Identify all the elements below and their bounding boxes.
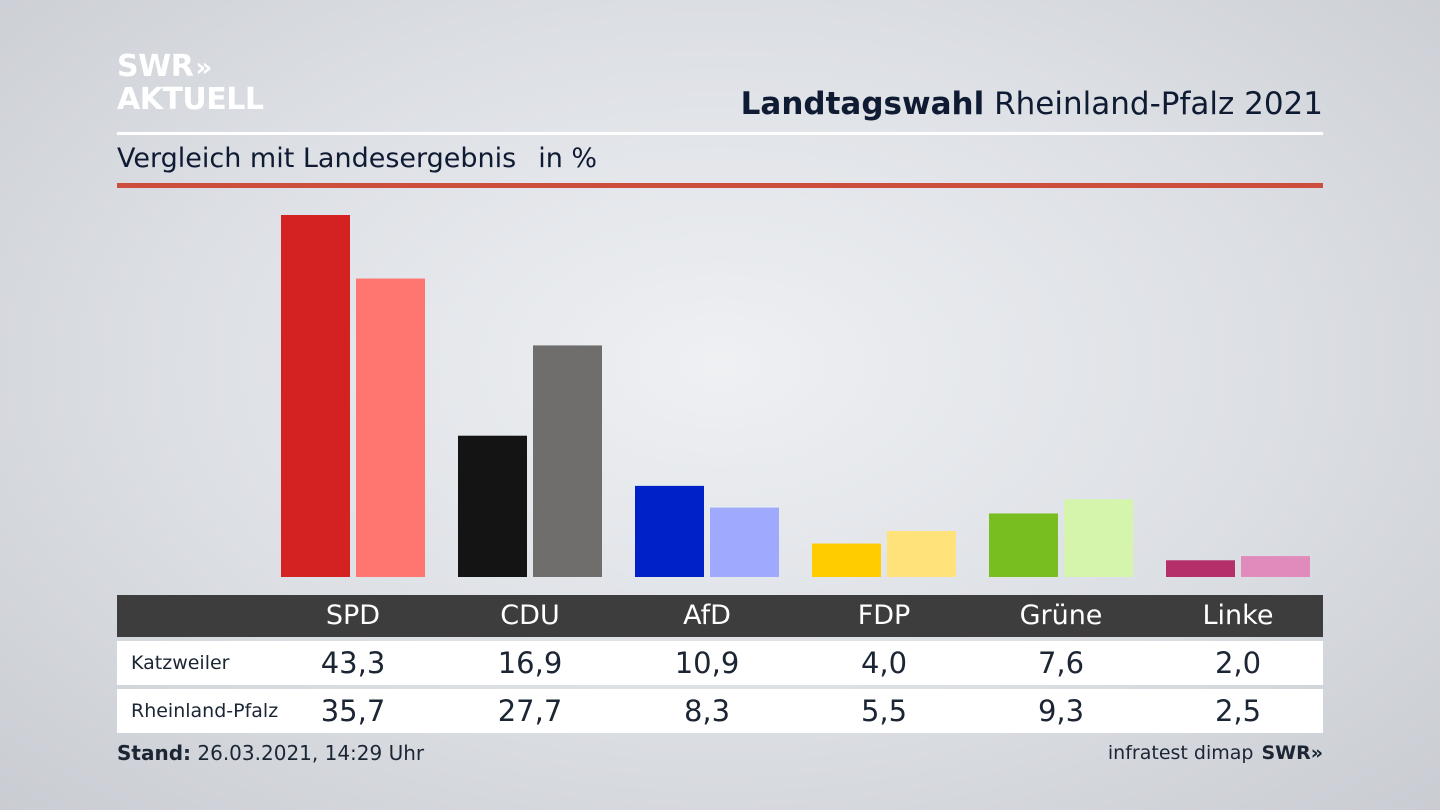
value-grüne: 9,3 [1037, 694, 1085, 728]
swr-aktuell-logo: SWR» AKTUELL [117, 52, 264, 115]
bar-cdu-katzweiler [458, 435, 527, 577]
results-table: SPD CDU AfD FDP Grüne Linke Katzweiler 43,3 16… [117, 595, 1323, 733]
table-header-row: SPD CDU AfD FDP Grüne Linke [117, 595, 1323, 637]
column-header-afd: AfD [683, 600, 731, 631]
bar-spd-rheinland-pfalz [356, 278, 425, 577]
value-afd: 8,3 [683, 694, 731, 728]
bar-spd-katzweiler [281, 215, 350, 577]
title-divider [117, 132, 1323, 135]
column-header-cdu: CDU [500, 600, 560, 631]
title-bold: Landtagswahl [740, 86, 985, 122]
stand-value: 26.03.2021, 14:29 Uhr [197, 741, 425, 765]
column-header-linke: Linke [1202, 600, 1274, 631]
value-grüne: 7,6 [1037, 646, 1085, 680]
table-row-rheinland-pfalz: Rheinland-Pfalz 35,7 27,7 8,3 5,5 9,3 2,5 [117, 689, 1323, 733]
value-fdp: 4,0 [860, 646, 908, 680]
bar-fdp-rheinland-pfalz [887, 531, 956, 577]
timestamp: Stand: 26.03.2021, 14:29 Uhr [117, 741, 424, 765]
bar-linke-rheinland-pfalz [1241, 556, 1310, 577]
chart-subtitle: Vergleich mit Landesergebnis in % [117, 143, 597, 174]
stand-label: Stand: [117, 741, 192, 765]
row-label: Katzweiler [131, 652, 230, 674]
logo-arrows: » [195, 53, 212, 83]
value-afd: 10,9 [674, 646, 740, 680]
column-header-fdp: FDP [857, 600, 911, 631]
value-spd: 35,7 [320, 694, 386, 728]
subtitle-unit: in % [538, 143, 598, 174]
value-spd: 43,3 [320, 646, 386, 680]
value-cdu: 27,7 [497, 694, 563, 728]
title-rest: Rheinland-Pfalz 2021 [994, 86, 1323, 122]
value-linke: 2,5 [1214, 694, 1262, 728]
bar-fdp-katzweiler [812, 543, 881, 577]
bar-grüne-katzweiler [989, 513, 1058, 577]
source-credit: infratest dimap SWR» [1108, 742, 1323, 764]
source-text: infratest dimap [1107, 742, 1254, 764]
value-fdp: 5,5 [860, 694, 908, 728]
page-title: Landtagswahl Rheinland-Pfalz 2021 [741, 86, 1323, 122]
bar-grüne-rheinland-pfalz [1064, 499, 1133, 577]
table-row-katzweiler: Katzweiler 43,3 16,9 10,9 4,0 7,6 2,0 [117, 641, 1323, 685]
column-header-spd: SPD [325, 600, 381, 631]
subtitle-divider [117, 183, 1323, 188]
bar-afd-rheinland-pfalz [710, 507, 779, 577]
logo-line1: SWR [117, 49, 194, 84]
subtitle-text: Vergleich mit Landesergebnis [117, 143, 517, 174]
bar-cdu-rheinland-pfalz [533, 345, 602, 577]
logo-line2: AKTUELL [117, 82, 264, 117]
column-header-grüne: Grüne [1019, 600, 1103, 631]
bar-linke-katzweiler [1166, 560, 1235, 577]
bar-afd-katzweiler [635, 485, 704, 577]
value-linke: 2,0 [1214, 646, 1262, 680]
value-cdu: 16,9 [497, 646, 563, 680]
swr-brand-logo: SWR» [1261, 742, 1323, 764]
row-label: Rheinland-Pfalz [131, 700, 279, 722]
